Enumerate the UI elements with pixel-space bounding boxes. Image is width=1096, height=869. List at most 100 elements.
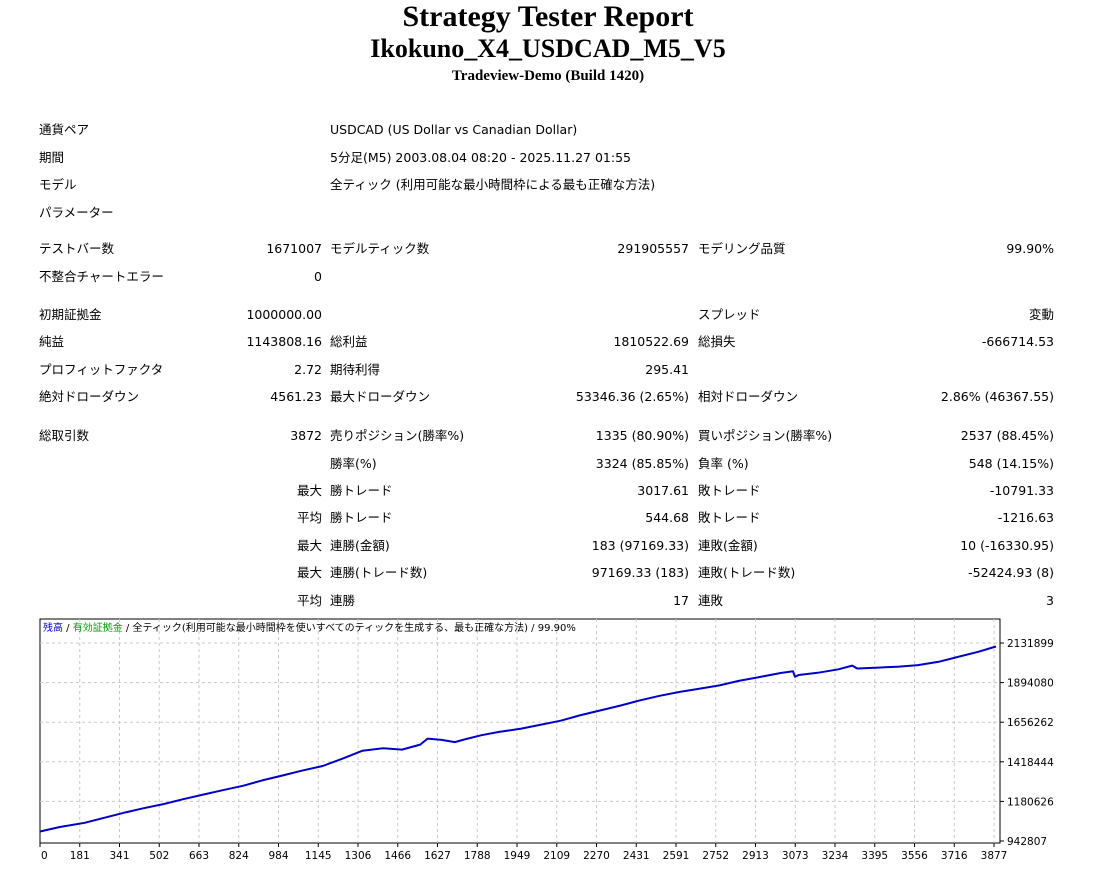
balance-line <box>39 645 997 833</box>
short-positions-value: 1335 (80.90%) <box>595 428 689 443</box>
max-consec-win-count-label: 連勝(トレード数) <box>330 565 428 580</box>
x-tick-label: 2752 <box>702 850 729 862</box>
quality-label: モデリング品質 <box>698 241 786 256</box>
win-rate-value: 3324 (85.85%) <box>595 456 689 471</box>
y-tick-label: 1180626 <box>1007 796 1054 808</box>
x-tick-label: 2270 <box>583 850 610 862</box>
x-tick-label: 3395 <box>861 850 888 862</box>
x-tick-label: 984 <box>268 850 288 862</box>
total-trades-value: 3872 <box>290 428 322 443</box>
legend-model: 全ティック(利用可能な最小時間枠を使いすべてのティックを生成する、最も正確な方法… <box>132 623 528 634</box>
max-prefix: 最大 <box>296 483 322 498</box>
chart-legend: 残高 / 有効証拠金 / 全ティック(利用可能な最小時間枠を使いすべてのティック… <box>43 623 576 635</box>
max-prefix: 最大 <box>296 538 322 553</box>
period-value: 5分足(M5) 2003.08.04 08:20 - 2025.11.27 01… <box>330 150 632 165</box>
y-tick-label: 942807 <box>1007 836 1047 848</box>
legend-separator: / <box>63 623 73 634</box>
report-title: Strategy Tester Report <box>402 0 694 33</box>
report-subtitle: Ikokuno_X4_USDCAD_M5_V5 <box>370 34 726 63</box>
x-tick-label: 181 <box>70 850 90 862</box>
quality-value: 99.90% <box>1006 241 1054 256</box>
x-tick-label: 1145 <box>305 850 332 862</box>
bars-label: テストバー数 <box>39 241 115 256</box>
x-tick-label: 502 <box>149 850 169 862</box>
max-consec-loss-count-label: 連敗(トレード数) <box>698 565 796 580</box>
x-tick-label: 2109 <box>543 850 570 862</box>
gross-profit-label: 総利益 <box>330 334 368 349</box>
x-tick-label: 2913 <box>742 850 769 862</box>
deposit-value: 1000000.00 <box>246 307 322 322</box>
legend-balance: 残高 <box>43 623 63 634</box>
x-tick-label: 2591 <box>663 850 690 862</box>
x-tick-label: 1949 <box>504 850 531 862</box>
y-tick-label: 2131899 <box>1007 638 1054 650</box>
max-consec-loss-amount-value: 10 (-16330.95) <box>960 538 1054 553</box>
net-profit-value: 1143808.16 <box>246 334 322 349</box>
spread-label: スプレッド <box>698 307 761 322</box>
avg-prefix: 平均 <box>296 593 322 608</box>
largest-win-label: 勝トレード <box>330 483 393 498</box>
net-profit-label: 純益 <box>39 334 65 349</box>
avg-win-label: 勝トレード <box>330 510 393 525</box>
balance-chart: 0 181 341 502 663 824 984 1145 1306 1466 1627 1788 1… <box>39 618 1054 862</box>
avg-prefix: 平均 <box>296 510 322 525</box>
rel-drawdown-value: 2.86% (46367.55) <box>940 389 1054 404</box>
expected-payoff-value: 295.41 <box>645 362 689 377</box>
avg-loss-label: 敗トレード <box>698 510 761 525</box>
legend-quality: 99.90% <box>537 623 576 634</box>
largest-loss-value: -10791.33 <box>989 483 1054 498</box>
loss-rate-value: 548 (14.15%) <box>968 456 1054 471</box>
x-tick-label: 1788 <box>464 850 491 862</box>
x-tick-label: 3073 <box>782 850 809 862</box>
legend-separator: / <box>122 623 133 634</box>
abs-drawdown-value: 4561.23 <box>270 389 322 404</box>
win-rate-label: 勝率(%) <box>330 456 377 471</box>
max-consec-loss-amount-label: 連敗(金額) <box>698 538 758 553</box>
largest-win-value: 3017.61 <box>637 483 689 498</box>
x-tick-label: 663 <box>189 850 209 862</box>
max-consec-win-amount-label: 連勝(金額) <box>330 538 390 553</box>
largest-loss-label: 敗トレード <box>698 483 761 498</box>
y-tick-label: 1656262 <box>1007 717 1054 729</box>
ticks-label: モデルティック数 <box>330 241 430 256</box>
ticks-value: 291905557 <box>617 241 689 256</box>
avg-loss-value: -1216.63 <box>997 510 1054 525</box>
avg-consec-win-value: 17 <box>673 593 689 608</box>
max-consec-loss-count-value: -52424.93 (8) <box>968 565 1054 580</box>
mismatch-value: 0 <box>314 269 322 284</box>
bars-value: 1671007 <box>266 241 322 256</box>
report-build: Tradeview-Demo (Build 1420) <box>451 68 645 84</box>
y-tick-label: 1894080 <box>1007 678 1054 690</box>
max-drawdown-label: 最大ドローダウン <box>330 389 431 404</box>
loss-rate-label: 負率 (%) <box>698 456 749 471</box>
profit-factor-label: プロフィットファクタ <box>39 362 164 377</box>
params-label: パラメーター <box>39 205 114 220</box>
legend-separator: / <box>527 623 538 634</box>
model-label: モデル <box>39 177 77 192</box>
long-positions-label: 買いポジション(勝率%) <box>698 428 833 443</box>
total-trades-label: 総取引数 <box>39 428 90 443</box>
abs-drawdown-label: 絶対ドローダウン <box>39 389 140 404</box>
short-positions-label: 売りポジション(勝率%) <box>330 428 465 443</box>
max-prefix: 最大 <box>296 565 322 580</box>
gross-loss-value: -666714.53 <box>981 334 1054 349</box>
x-tick-label: 1627 <box>424 850 451 862</box>
symbol-label: 通貨ペア <box>39 122 90 137</box>
long-positions-value: 2537 (88.45%) <box>960 428 1054 443</box>
spread-value: 変動 <box>1028 307 1054 322</box>
legend-margin: 有効証拠金 <box>72 623 123 634</box>
rel-drawdown-label: 相対ドローダウン <box>698 389 799 404</box>
avg-consec-loss-label: 連敗 <box>698 593 724 608</box>
plot-frame <box>39 618 1001 844</box>
expected-payoff-label: 期待利得 <box>330 362 381 377</box>
gross-profit-value: 1810522.69 <box>613 334 689 349</box>
max-consec-win-count-value: 97169.33 (183) <box>591 565 689 580</box>
x-tick-label: 1306 <box>345 850 372 862</box>
x-tick-label: 2431 <box>623 850 650 862</box>
x-tick-label: 3234 <box>822 850 849 862</box>
x-tick-label: 3716 <box>941 850 968 862</box>
max-consec-win-amount-value: 183 (97169.33) <box>591 538 689 553</box>
mismatch-label: 不整合チャートエラー <box>39 269 164 284</box>
symbol-value: USDCAD (US Dollar vs Canadian Dollar) <box>330 122 578 137</box>
avg-win-value: 544.68 <box>645 510 689 525</box>
